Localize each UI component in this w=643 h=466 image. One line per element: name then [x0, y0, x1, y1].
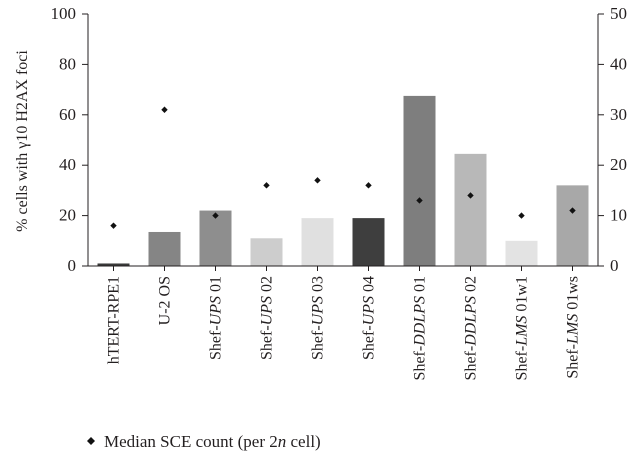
bars — [97, 95, 589, 267]
category-label: Shef-DDLPS 02 — [463, 276, 480, 380]
bar — [454, 153, 487, 266]
bar — [301, 218, 334, 266]
category-label: Shef-UPS 01 — [208, 276, 225, 360]
right-tick-label: 10 — [610, 206, 627, 225]
bar — [556, 185, 589, 266]
category-label: Shef-LMS 01ws — [565, 276, 582, 379]
right-y-axis: 0 10 20 30 40 50 — [597, 4, 627, 275]
category-label: U-2 OS — [157, 276, 174, 325]
sce-marker — [569, 207, 576, 214]
left-y-axis: 0 20 40 60 80 100 — [51, 4, 89, 275]
sce-marker — [416, 197, 423, 204]
left-tick-label: 20 — [59, 206, 76, 225]
bar — [250, 238, 283, 266]
legend: Median SCE count (per 2n cell) — [87, 432, 321, 451]
right-tick-label: 20 — [610, 155, 627, 174]
sce-marker — [314, 177, 321, 184]
legend-label: Median SCE count (per 2n cell) — [104, 432, 321, 451]
right-tick-label: 30 — [610, 105, 627, 124]
sce-markers — [110, 106, 576, 229]
sce-marker — [110, 222, 117, 229]
sce-marker — [161, 106, 168, 113]
right-tick-label: 0 — [610, 256, 619, 275]
left-tick-label: 40 — [59, 155, 76, 174]
category-labels: hTERT-RPE1 U-2 OS Shef-UPS 01 Shef-UPS 02 Sh… — [106, 266, 582, 380]
bar — [352, 218, 385, 266]
sce-marker — [263, 182, 270, 189]
category-label: Shef-UPS 02 — [259, 276, 276, 360]
bar — [199, 210, 232, 266]
left-tick-label: 80 — [59, 54, 76, 73]
sce-marker — [212, 212, 219, 219]
legend-marker — [87, 437, 95, 445]
category-label: Shef-LMS 01w1 — [514, 276, 531, 380]
bar — [403, 95, 436, 267]
bar — [148, 231, 181, 266]
left-tick-label: 0 — [68, 256, 77, 275]
category-label: Shef-UPS 04 — [361, 276, 378, 360]
y-axis-label: % cells with γ10 H2AX foci — [14, 50, 31, 232]
left-tick-label: 100 — [51, 4, 77, 23]
sce-marker — [467, 192, 474, 199]
sce-marker — [365, 182, 372, 189]
category-label: Shef-UPS 03 — [310, 276, 327, 360]
right-tick-label: 50 — [610, 4, 627, 23]
category-label: hTERT-RPE1 — [106, 276, 123, 364]
right-tick-label: 40 — [610, 54, 627, 73]
sce-marker — [518, 212, 525, 219]
bar — [97, 263, 130, 266]
bar — [505, 240, 538, 266]
left-tick-label: 60 — [59, 105, 76, 124]
category-label: Shef-DDLPS 01 — [412, 276, 429, 380]
